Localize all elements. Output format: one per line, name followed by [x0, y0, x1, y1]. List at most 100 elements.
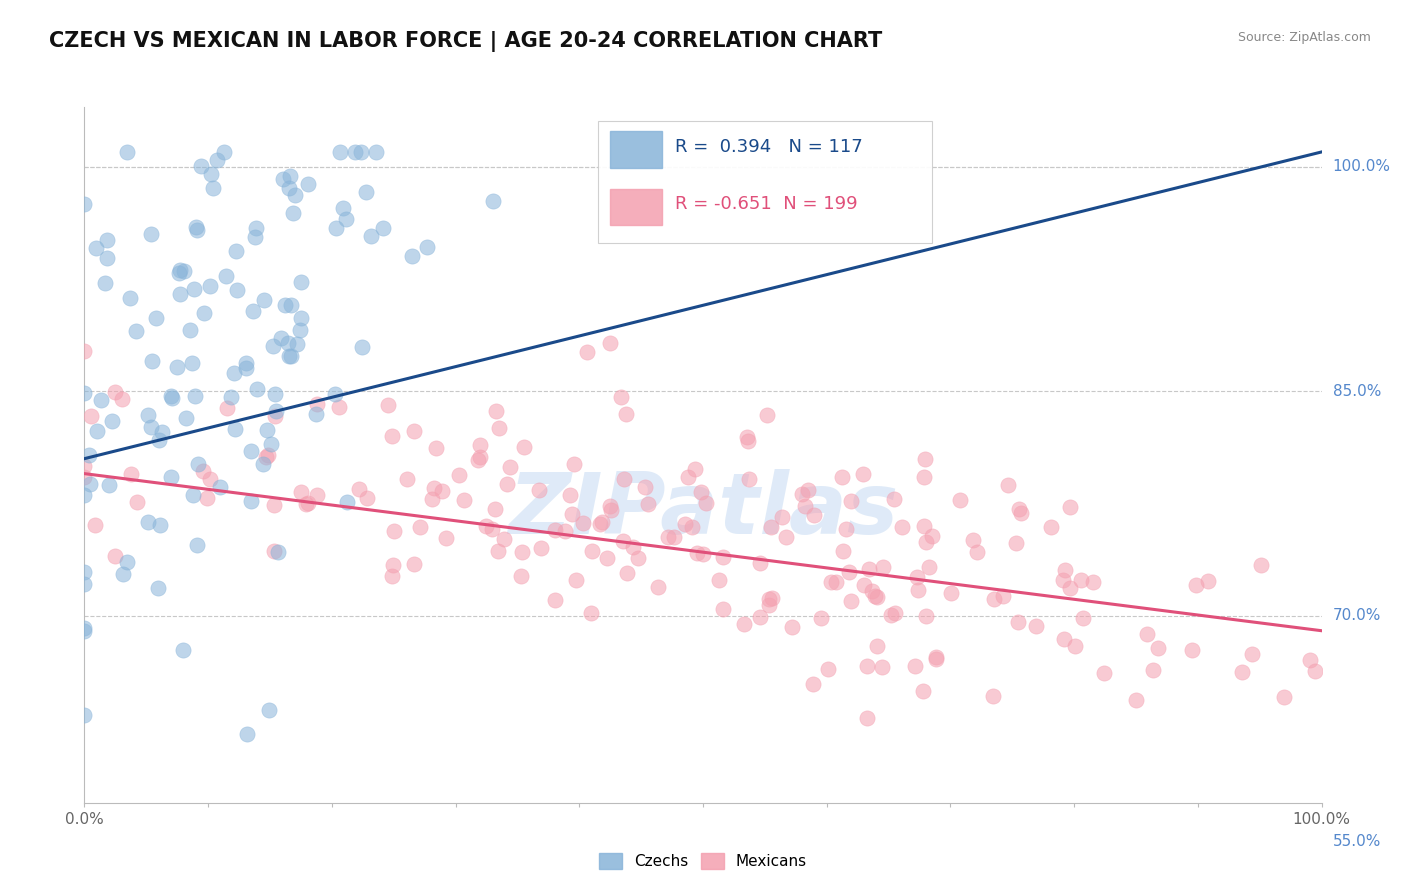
- Point: [1007, 501, 1029, 516]
- Point: [1092, 666, 1115, 681]
- Point: [468, 450, 491, 464]
- Point: [80, 409, 103, 423]
- Point: [561, 507, 583, 521]
- Point: [1197, 574, 1219, 588]
- Point: [907, 583, 929, 598]
- Point: [377, 398, 399, 412]
- Point: [949, 493, 972, 508]
- Point: [647, 580, 669, 594]
- Point: [488, 544, 510, 558]
- Point: [73, 488, 96, 502]
- Point: [596, 551, 619, 566]
- Point: [1181, 643, 1204, 657]
- Point: [73, 622, 96, 636]
- Point: [485, 404, 508, 418]
- Point: [226, 283, 249, 297]
- Point: [434, 531, 457, 545]
- Point: [198, 472, 221, 486]
- Point: [190, 159, 212, 173]
- Point: [350, 145, 373, 159]
- Point: [579, 606, 602, 620]
- Point: [79, 476, 101, 491]
- Point: [509, 569, 531, 583]
- Point: [252, 458, 274, 472]
- Point: [627, 551, 650, 566]
- Point: [246, 382, 269, 396]
- Point: [160, 388, 183, 402]
- Point: [297, 178, 319, 192]
- Point: [149, 517, 172, 532]
- Point: [290, 276, 312, 290]
- Point: [510, 545, 533, 559]
- Point: [404, 558, 426, 572]
- Point: [148, 581, 170, 595]
- Point: [256, 450, 278, 464]
- Point: [484, 502, 506, 516]
- Text: 55.0%: 55.0%: [1333, 834, 1381, 849]
- Point: [278, 169, 301, 184]
- Point: [183, 389, 205, 403]
- Point: [111, 392, 134, 406]
- Point: [117, 145, 139, 159]
- Point: [193, 306, 215, 320]
- Point: [737, 434, 759, 448]
- FancyBboxPatch shape: [610, 189, 662, 226]
- Point: [610, 390, 633, 404]
- Point: [166, 359, 188, 374]
- Point: [180, 356, 202, 370]
- Point: [100, 414, 122, 428]
- Point: [914, 452, 936, 467]
- Point: [354, 185, 377, 199]
- Point: [381, 429, 404, 443]
- Point: [1372, 584, 1395, 599]
- Point: [758, 592, 780, 607]
- Point: [657, 530, 679, 544]
- Point: [329, 145, 352, 159]
- Point: [872, 560, 894, 574]
- Point: [290, 310, 312, 325]
- Point: [141, 227, 163, 242]
- Point: [839, 594, 862, 608]
- Point: [855, 711, 877, 725]
- Point: [1070, 573, 1092, 587]
- Point: [97, 478, 120, 492]
- Point: [167, 266, 190, 280]
- Point: [432, 483, 454, 498]
- Point: [242, 304, 264, 318]
- Point: [162, 392, 184, 406]
- Point: [141, 354, 163, 368]
- Point: [104, 385, 127, 400]
- Point: [1010, 506, 1032, 520]
- Point: [616, 566, 638, 581]
- Point: [447, 468, 470, 483]
- Point: [1081, 574, 1104, 589]
- Point: [543, 592, 565, 607]
- Point: [274, 298, 297, 312]
- Point: [564, 573, 586, 587]
- Point: [612, 534, 634, 549]
- Point: [1232, 665, 1254, 679]
- Point: [738, 471, 761, 485]
- Point: [733, 616, 755, 631]
- Point: [420, 492, 443, 507]
- Point: [686, 545, 709, 559]
- Point: [284, 187, 307, 202]
- Point: [749, 556, 772, 570]
- Point: [681, 519, 703, 533]
- Point: [239, 494, 262, 508]
- Point: [112, 566, 135, 581]
- Point: [683, 462, 706, 476]
- Point: [401, 249, 423, 263]
- Point: [527, 483, 550, 497]
- Point: [148, 433, 170, 447]
- Point: [169, 287, 191, 301]
- Point: [589, 516, 612, 531]
- Point: [409, 520, 432, 534]
- Point: [89, 393, 111, 408]
- Point: [1241, 648, 1264, 662]
- Point: [863, 589, 886, 603]
- Point: [912, 684, 935, 698]
- Point: [841, 494, 863, 508]
- Point: [492, 532, 515, 546]
- Point: [481, 194, 503, 208]
